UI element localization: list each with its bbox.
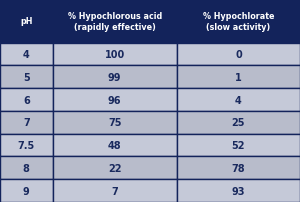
Text: 7.5: 7.5	[18, 140, 35, 150]
Bar	[0, 66, 52, 89]
Text: 7: 7	[23, 118, 30, 128]
Bar	[52, 134, 177, 157]
Text: 48: 48	[108, 140, 122, 150]
Bar	[177, 0, 300, 43]
Bar	[177, 66, 300, 89]
Text: % Hypochlorate
(slow activity): % Hypochlorate (slow activity)	[203, 12, 274, 32]
Bar	[0, 157, 52, 179]
Bar	[0, 111, 52, 134]
Text: 1: 1	[235, 73, 242, 82]
Bar	[52, 89, 177, 111]
Bar	[177, 157, 300, 179]
Bar	[0, 89, 52, 111]
Bar	[0, 134, 52, 157]
Bar	[177, 43, 300, 66]
Text: 52: 52	[232, 140, 245, 150]
Text: 8: 8	[23, 163, 30, 173]
Text: 7: 7	[111, 186, 118, 196]
Bar	[52, 43, 177, 66]
Bar	[52, 157, 177, 179]
Bar	[52, 179, 177, 202]
Bar	[177, 134, 300, 157]
Bar	[52, 66, 177, 89]
Text: 99: 99	[108, 73, 122, 82]
Text: 93: 93	[232, 186, 245, 196]
Text: 100: 100	[105, 50, 125, 60]
Text: 75: 75	[108, 118, 122, 128]
Text: 96: 96	[108, 95, 122, 105]
Text: 9: 9	[23, 186, 30, 196]
Text: pH: pH	[20, 17, 32, 26]
Bar	[177, 111, 300, 134]
Bar	[0, 179, 52, 202]
Bar	[177, 89, 300, 111]
Bar	[177, 179, 300, 202]
Bar	[52, 0, 177, 43]
Text: 6: 6	[23, 95, 30, 105]
Bar	[52, 111, 177, 134]
Text: 22: 22	[108, 163, 122, 173]
Text: 4: 4	[235, 95, 242, 105]
Bar	[0, 0, 52, 43]
Text: 78: 78	[232, 163, 245, 173]
Text: 5: 5	[23, 73, 30, 82]
Text: % Hypochlorous acid
(rapidly effective): % Hypochlorous acid (rapidly effective)	[68, 12, 162, 32]
Text: 0: 0	[235, 50, 242, 60]
Bar	[0, 43, 52, 66]
Text: 25: 25	[232, 118, 245, 128]
Text: 4: 4	[23, 50, 30, 60]
